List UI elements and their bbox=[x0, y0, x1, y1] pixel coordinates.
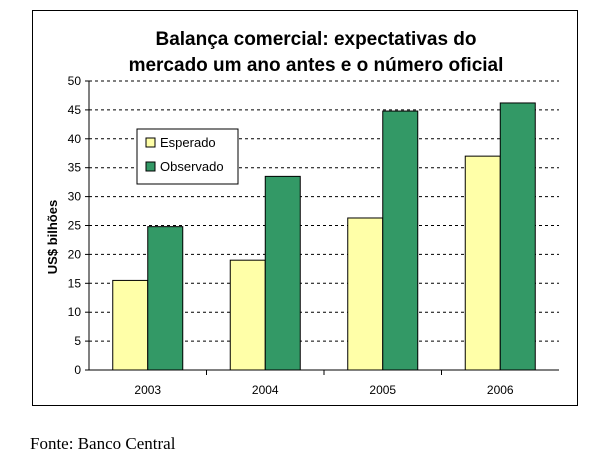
y-tick-label: 30 bbox=[68, 190, 82, 204]
bar-observado-2003 bbox=[147, 226, 184, 371]
y-tick-label: 50 bbox=[68, 74, 82, 88]
y-tick-label: 40 bbox=[68, 132, 82, 146]
chart-title-line-2: mercado um ano antes e o número oficial bbox=[129, 55, 504, 76]
bar-esperado-2005 bbox=[347, 217, 384, 371]
chart-frame: Balança comercial: expectativas do merca… bbox=[32, 10, 578, 406]
bar-observado-2006 bbox=[499, 102, 536, 371]
bar-esperado-2004 bbox=[229, 259, 266, 371]
y-tick-label: 20 bbox=[68, 247, 82, 261]
source-caption: Fonte: Banco Central bbox=[30, 434, 176, 453]
legend-swatch-observado bbox=[145, 161, 156, 172]
bar-observado-2005 bbox=[382, 110, 419, 371]
x-tick-label: 2003 bbox=[134, 383, 161, 397]
x-tick-label: 2004 bbox=[252, 383, 279, 397]
x-tick-label: 2005 bbox=[369, 383, 396, 397]
y-tick-label: 45 bbox=[68, 103, 82, 117]
legend-swatch-esperado bbox=[145, 137, 156, 148]
y-tick-label: 5 bbox=[74, 334, 81, 348]
y-tick-label: 0 bbox=[74, 363, 81, 377]
y-tick-label: 10 bbox=[68, 305, 82, 319]
y-tick-label: 15 bbox=[68, 276, 82, 290]
legend-label-observado: Observado bbox=[160, 159, 224, 174]
chart-title-line-1: Balança comercial: expectativas do bbox=[155, 29, 476, 50]
bar-observado-2004 bbox=[264, 175, 301, 371]
y-axis-label: US$ bilhões bbox=[45, 200, 60, 274]
y-tick-label: 25 bbox=[68, 219, 82, 233]
bar-chart: Balança comercial: expectativas do merca… bbox=[45, 29, 559, 397]
y-tick-label: 35 bbox=[68, 161, 82, 175]
x-tick-label: 2006 bbox=[487, 383, 514, 397]
bar-esperado-2003 bbox=[112, 279, 149, 371]
legend: Esperado Observado bbox=[136, 128, 239, 185]
legend-label-esperado: Esperado bbox=[160, 135, 216, 150]
bar-esperado-2006 bbox=[464, 155, 501, 371]
